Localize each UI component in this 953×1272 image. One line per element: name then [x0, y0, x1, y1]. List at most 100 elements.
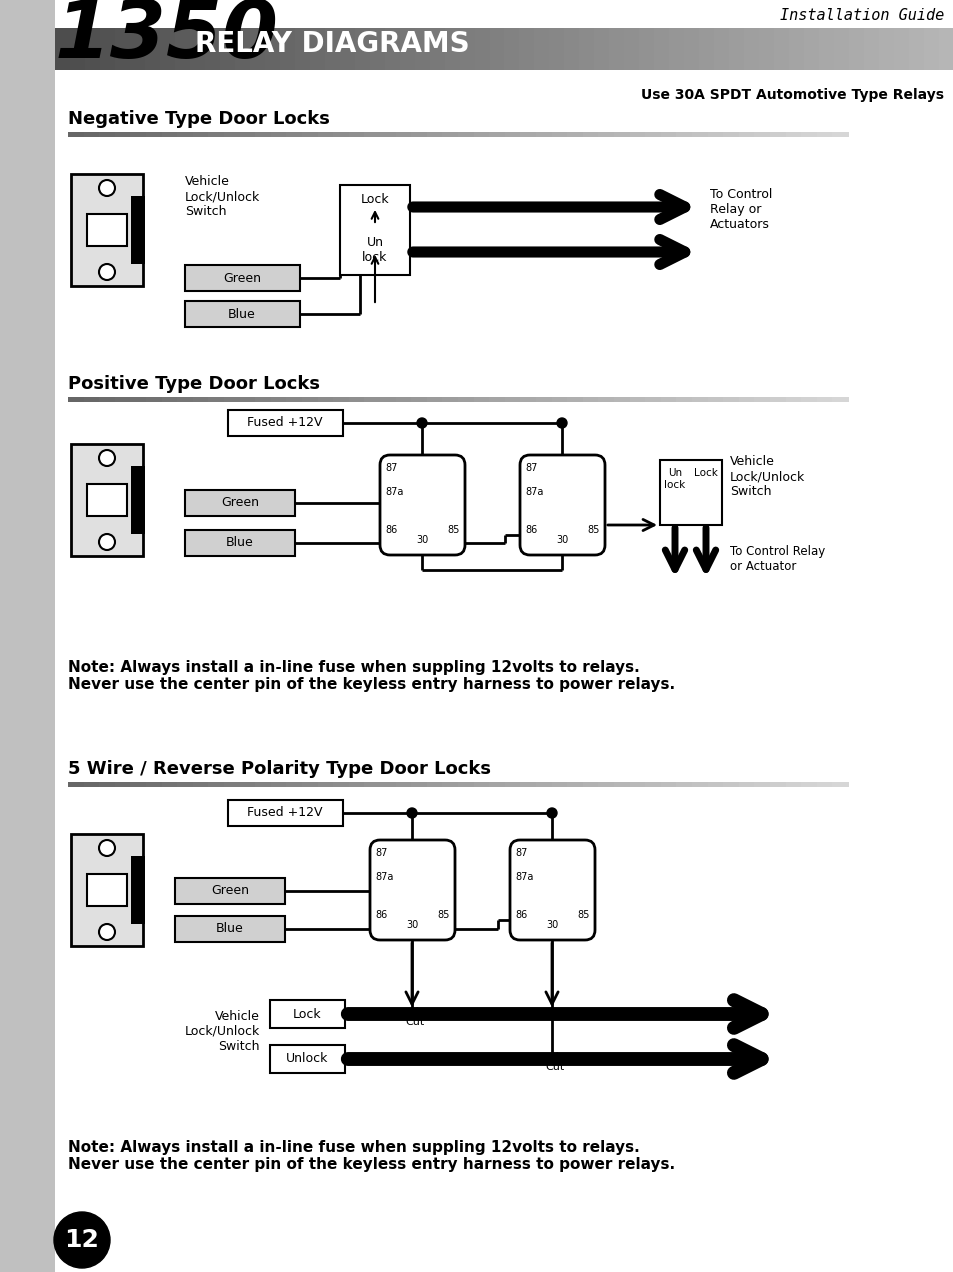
FancyBboxPatch shape: [302, 132, 318, 137]
FancyBboxPatch shape: [769, 397, 786, 402]
FancyBboxPatch shape: [411, 132, 427, 137]
FancyBboxPatch shape: [639, 28, 655, 70]
FancyBboxPatch shape: [228, 410, 343, 436]
FancyBboxPatch shape: [474, 28, 490, 70]
FancyBboxPatch shape: [803, 28, 820, 70]
FancyBboxPatch shape: [567, 132, 583, 137]
FancyBboxPatch shape: [551, 397, 568, 402]
Text: Un
lock: Un lock: [663, 468, 685, 490]
FancyBboxPatch shape: [819, 28, 834, 70]
Text: Fused +12V: Fused +12V: [247, 806, 322, 819]
FancyBboxPatch shape: [504, 782, 521, 787]
FancyBboxPatch shape: [519, 397, 537, 402]
FancyBboxPatch shape: [185, 490, 294, 516]
FancyBboxPatch shape: [629, 397, 645, 402]
FancyBboxPatch shape: [938, 28, 953, 70]
FancyBboxPatch shape: [270, 1000, 345, 1028]
FancyBboxPatch shape: [442, 782, 458, 787]
FancyBboxPatch shape: [536, 397, 552, 402]
FancyBboxPatch shape: [415, 28, 430, 70]
FancyBboxPatch shape: [71, 444, 143, 556]
FancyBboxPatch shape: [707, 132, 723, 137]
FancyBboxPatch shape: [754, 397, 770, 402]
FancyBboxPatch shape: [302, 782, 318, 787]
Text: 86: 86: [524, 525, 537, 536]
Text: Fused +12V: Fused +12V: [247, 416, 322, 430]
FancyBboxPatch shape: [598, 397, 615, 402]
FancyBboxPatch shape: [816, 397, 833, 402]
FancyBboxPatch shape: [722, 397, 739, 402]
FancyBboxPatch shape: [816, 782, 833, 787]
FancyBboxPatch shape: [832, 132, 848, 137]
FancyBboxPatch shape: [714, 28, 729, 70]
Text: Note: Always install a in-line fuse when suppling 12volts to relays.
Never use t: Note: Always install a in-line fuse when…: [68, 1140, 675, 1173]
FancyBboxPatch shape: [84, 782, 100, 787]
Text: 85: 85: [437, 909, 450, 920]
Text: 87: 87: [385, 463, 397, 473]
FancyBboxPatch shape: [582, 782, 598, 787]
FancyBboxPatch shape: [457, 132, 474, 137]
FancyBboxPatch shape: [582, 397, 598, 402]
FancyBboxPatch shape: [774, 28, 789, 70]
FancyBboxPatch shape: [623, 28, 639, 70]
Circle shape: [557, 418, 566, 427]
FancyBboxPatch shape: [769, 132, 786, 137]
FancyBboxPatch shape: [131, 132, 147, 137]
Text: 30: 30: [545, 920, 558, 930]
FancyBboxPatch shape: [349, 132, 365, 137]
Text: x
Cut: x Cut: [545, 1049, 564, 1071]
Text: Blue: Blue: [216, 922, 244, 935]
Circle shape: [99, 534, 115, 550]
FancyBboxPatch shape: [551, 132, 568, 137]
FancyBboxPatch shape: [193, 397, 209, 402]
FancyBboxPatch shape: [832, 782, 848, 787]
Text: 30: 30: [416, 536, 428, 544]
FancyBboxPatch shape: [848, 28, 864, 70]
FancyBboxPatch shape: [691, 782, 708, 787]
Circle shape: [54, 1212, 110, 1268]
FancyBboxPatch shape: [364, 132, 380, 137]
Circle shape: [99, 840, 115, 856]
Text: 87: 87: [515, 848, 527, 859]
FancyBboxPatch shape: [87, 214, 127, 245]
FancyBboxPatch shape: [893, 28, 909, 70]
FancyBboxPatch shape: [644, 397, 661, 402]
Text: 30: 30: [405, 920, 417, 930]
FancyBboxPatch shape: [510, 840, 595, 940]
FancyBboxPatch shape: [801, 397, 817, 402]
FancyBboxPatch shape: [459, 28, 475, 70]
Circle shape: [99, 450, 115, 466]
FancyBboxPatch shape: [130, 28, 146, 70]
FancyBboxPatch shape: [908, 28, 924, 70]
FancyBboxPatch shape: [598, 782, 615, 787]
FancyBboxPatch shape: [302, 397, 318, 402]
FancyBboxPatch shape: [832, 397, 848, 402]
FancyBboxPatch shape: [114, 782, 132, 787]
FancyBboxPatch shape: [614, 397, 630, 402]
FancyBboxPatch shape: [364, 782, 380, 787]
FancyBboxPatch shape: [339, 184, 410, 275]
FancyBboxPatch shape: [728, 28, 744, 70]
FancyBboxPatch shape: [333, 132, 350, 137]
FancyBboxPatch shape: [699, 28, 715, 70]
Text: 87: 87: [375, 848, 387, 859]
Text: x
Cut: x Cut: [405, 1005, 424, 1027]
Circle shape: [99, 265, 115, 280]
FancyBboxPatch shape: [399, 28, 416, 70]
FancyBboxPatch shape: [707, 397, 723, 402]
FancyBboxPatch shape: [578, 28, 595, 70]
FancyBboxPatch shape: [228, 800, 343, 826]
FancyBboxPatch shape: [99, 782, 115, 787]
FancyBboxPatch shape: [738, 782, 755, 787]
FancyBboxPatch shape: [286, 132, 303, 137]
FancyBboxPatch shape: [294, 28, 311, 70]
FancyBboxPatch shape: [286, 782, 303, 787]
FancyBboxPatch shape: [504, 397, 521, 402]
FancyBboxPatch shape: [239, 132, 256, 137]
Text: Note: Always install a in-line fuse when suppling 12volts to relays.
Never use t: Note: Always install a in-line fuse when…: [68, 660, 675, 692]
FancyBboxPatch shape: [411, 397, 427, 402]
FancyBboxPatch shape: [429, 28, 445, 70]
FancyBboxPatch shape: [536, 782, 552, 787]
FancyBboxPatch shape: [185, 530, 294, 556]
FancyBboxPatch shape: [193, 782, 209, 787]
